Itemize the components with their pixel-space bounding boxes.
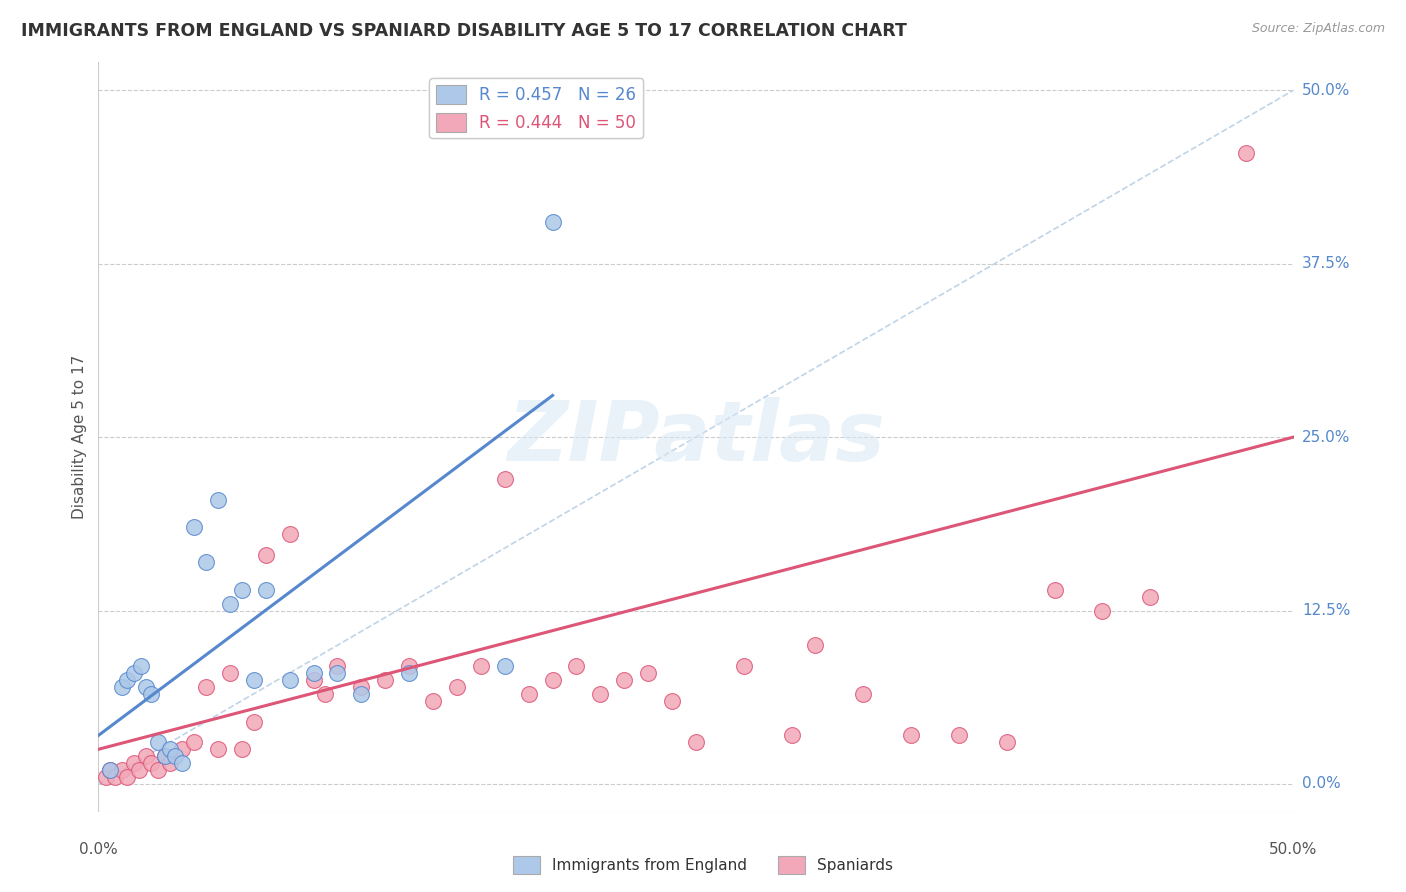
Point bbox=[685, 735, 707, 749]
Point bbox=[172, 756, 194, 771]
Point bbox=[159, 756, 181, 771]
Point bbox=[278, 673, 301, 687]
Point bbox=[494, 472, 516, 486]
Point bbox=[350, 680, 373, 694]
Point bbox=[111, 680, 134, 694]
Point bbox=[565, 659, 588, 673]
Point bbox=[124, 756, 146, 771]
Point bbox=[159, 742, 181, 756]
Point bbox=[148, 763, 170, 777]
Point bbox=[780, 728, 803, 742]
Point bbox=[195, 555, 218, 569]
Point bbox=[804, 638, 827, 652]
Point bbox=[302, 673, 325, 687]
Point bbox=[104, 770, 127, 784]
Point bbox=[98, 763, 122, 777]
Point bbox=[183, 735, 205, 749]
Point bbox=[733, 659, 755, 673]
Point bbox=[494, 659, 516, 673]
Point bbox=[231, 582, 253, 597]
Text: 25.0%: 25.0% bbox=[1302, 430, 1350, 444]
Point bbox=[131, 659, 153, 673]
Point bbox=[155, 749, 177, 764]
Point bbox=[1234, 145, 1257, 160]
Point bbox=[115, 673, 138, 687]
Point bbox=[398, 665, 420, 680]
Text: 12.5%: 12.5% bbox=[1302, 603, 1350, 618]
Point bbox=[374, 673, 396, 687]
Text: 0.0%: 0.0% bbox=[79, 842, 118, 857]
Point bbox=[446, 680, 468, 694]
Point bbox=[183, 520, 205, 534]
Point bbox=[517, 687, 540, 701]
Point bbox=[207, 742, 229, 756]
Point bbox=[139, 756, 162, 771]
Point bbox=[128, 763, 150, 777]
Point bbox=[1091, 603, 1114, 617]
Point bbox=[398, 659, 420, 673]
Legend: Immigrants from England, Spaniards: Immigrants from England, Spaniards bbox=[506, 850, 900, 880]
Point bbox=[207, 492, 229, 507]
Point bbox=[852, 687, 875, 701]
Point bbox=[637, 665, 659, 680]
Point bbox=[243, 673, 266, 687]
Text: Source: ZipAtlas.com: Source: ZipAtlas.com bbox=[1251, 22, 1385, 36]
Point bbox=[135, 749, 157, 764]
Point bbox=[254, 582, 277, 597]
Point bbox=[115, 770, 138, 784]
Point bbox=[661, 694, 683, 708]
Point bbox=[111, 763, 134, 777]
Point bbox=[219, 597, 242, 611]
Point bbox=[94, 770, 117, 784]
Point bbox=[995, 735, 1018, 749]
Point bbox=[124, 665, 146, 680]
Point bbox=[541, 215, 564, 229]
Y-axis label: Disability Age 5 to 17: Disability Age 5 to 17 bbox=[72, 355, 87, 519]
Point bbox=[1139, 590, 1161, 604]
Point bbox=[155, 749, 177, 764]
Point bbox=[135, 680, 157, 694]
Point bbox=[315, 687, 337, 701]
Point bbox=[1043, 582, 1066, 597]
Text: 0.0%: 0.0% bbox=[1302, 776, 1340, 791]
Text: IMMIGRANTS FROM ENGLAND VS SPANIARD DISABILITY AGE 5 TO 17 CORRELATION CHART: IMMIGRANTS FROM ENGLAND VS SPANIARD DISA… bbox=[21, 22, 907, 40]
Point bbox=[422, 694, 444, 708]
Point bbox=[278, 527, 301, 541]
Text: 50.0%: 50.0% bbox=[1270, 842, 1317, 857]
Point bbox=[254, 548, 277, 562]
Legend: R = 0.457   N = 26, R = 0.444   N = 50: R = 0.457 N = 26, R = 0.444 N = 50 bbox=[429, 78, 643, 138]
Point bbox=[613, 673, 636, 687]
Point bbox=[163, 749, 186, 764]
Point bbox=[900, 728, 922, 742]
Point bbox=[589, 687, 612, 701]
Point bbox=[195, 680, 218, 694]
Point bbox=[219, 665, 242, 680]
Point bbox=[243, 714, 266, 729]
Point bbox=[948, 728, 970, 742]
Point bbox=[326, 665, 349, 680]
Point bbox=[302, 665, 325, 680]
Point bbox=[541, 673, 564, 687]
Text: ZIPatlas: ZIPatlas bbox=[508, 397, 884, 477]
Point bbox=[470, 659, 492, 673]
Text: 50.0%: 50.0% bbox=[1302, 83, 1350, 98]
Point bbox=[231, 742, 253, 756]
Text: 37.5%: 37.5% bbox=[1302, 256, 1350, 271]
Point bbox=[350, 687, 373, 701]
Point bbox=[326, 659, 349, 673]
Point bbox=[98, 763, 122, 777]
Point bbox=[139, 687, 162, 701]
Point bbox=[148, 735, 170, 749]
Point bbox=[172, 742, 194, 756]
